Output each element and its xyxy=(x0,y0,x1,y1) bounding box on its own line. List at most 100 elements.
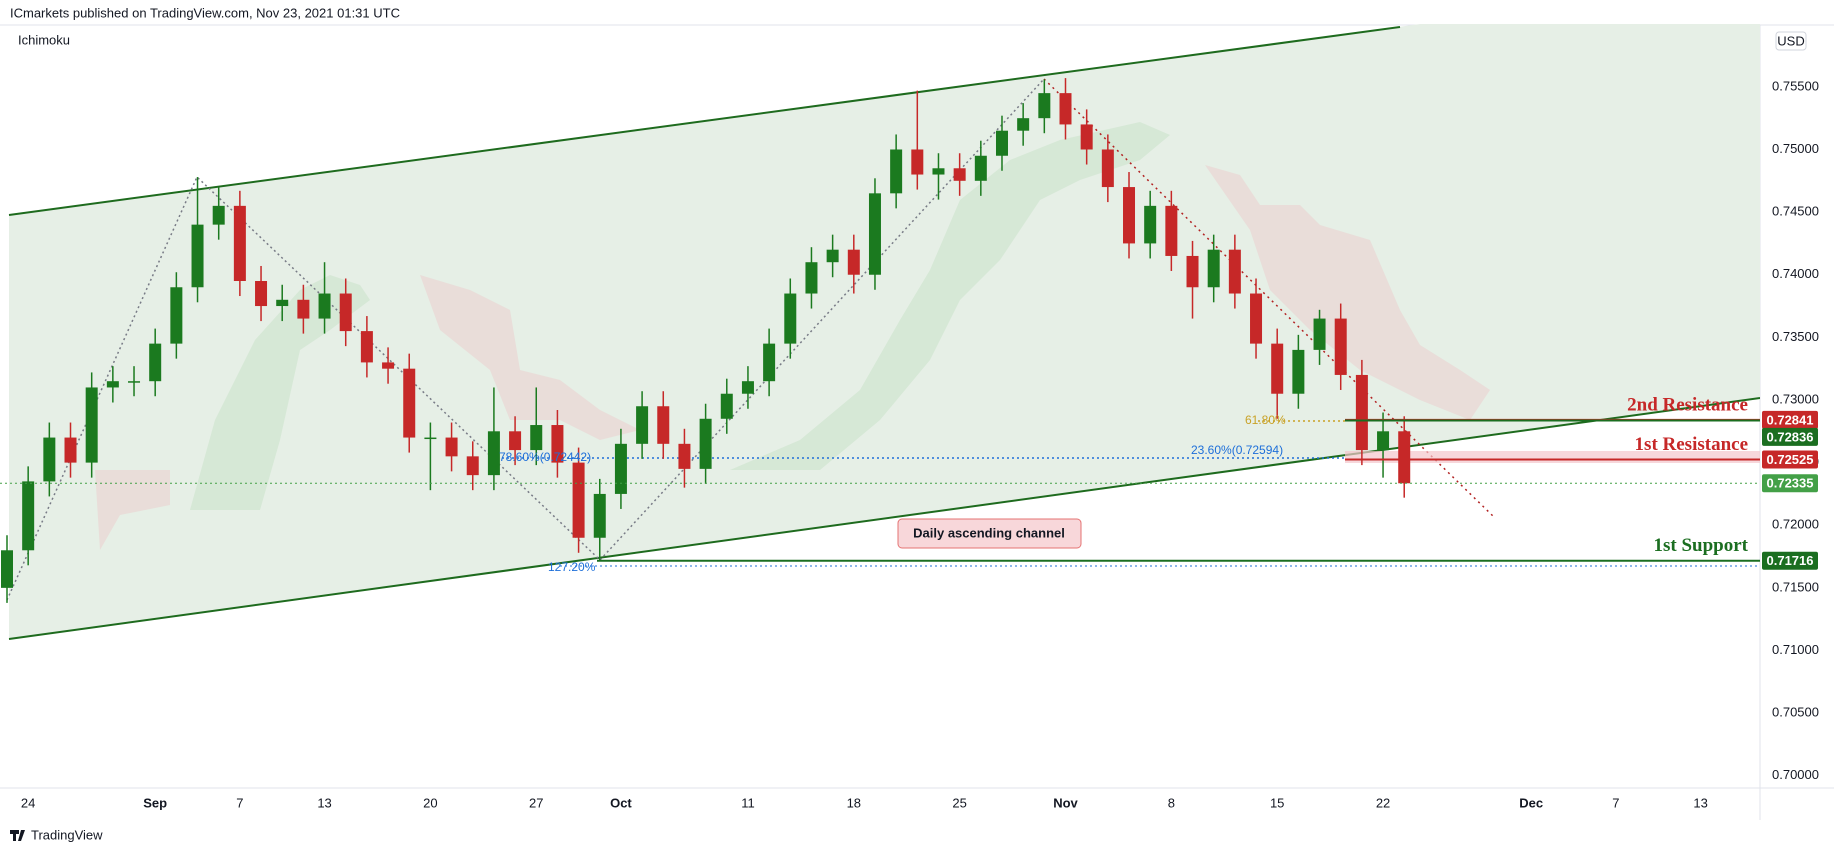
currency: USD xyxy=(1777,33,1804,48)
candle-body xyxy=(593,493,606,538)
candle-body xyxy=(657,406,670,444)
candle-body xyxy=(128,381,141,383)
price-label-box xyxy=(1762,551,1818,570)
candle-body xyxy=(233,205,246,281)
candle-body xyxy=(149,343,162,382)
candle-body xyxy=(1250,293,1263,344)
candle-body xyxy=(1123,187,1136,244)
candle-body xyxy=(276,299,289,307)
swing-line xyxy=(6,78,1045,601)
candle-body xyxy=(847,249,860,275)
x-tick-label: 7 xyxy=(1612,795,1619,810)
y-tick-label: 0.70500 xyxy=(1772,705,1819,720)
candle-body xyxy=(466,456,479,476)
y-tick-label: 0.71000 xyxy=(1772,642,1819,657)
candle-body xyxy=(1313,318,1326,350)
y-tick-label: 0.70000 xyxy=(1772,767,1819,782)
candle-body xyxy=(297,299,310,319)
x-tick-label: 13 xyxy=(317,795,331,810)
candle-body xyxy=(22,481,35,551)
candle-body xyxy=(403,368,416,438)
candle-body xyxy=(763,343,776,382)
price-label: 0.72836 xyxy=(1767,429,1814,444)
candle-body xyxy=(1292,349,1305,394)
candle-body xyxy=(360,331,373,363)
channel-fill xyxy=(9,24,1760,639)
candle-body xyxy=(1080,124,1093,150)
x-tick-label: 7 xyxy=(236,795,243,810)
publisher: ICmarkets published on TradingView.com, … xyxy=(10,5,400,20)
y-tick-label: 0.71500 xyxy=(1772,579,1819,594)
candle-body xyxy=(1101,149,1114,188)
y-tick-label: 0.75000 xyxy=(1772,141,1819,156)
candle-body xyxy=(1271,343,1284,394)
y-tick-label: 0.75500 xyxy=(1772,78,1819,93)
marks xyxy=(1,78,1411,603)
candle-body xyxy=(382,362,395,369)
price-label: 0.72525 xyxy=(1767,452,1814,467)
candle-body xyxy=(614,443,627,494)
price-label: 0.72335 xyxy=(1767,476,1814,491)
candle-body xyxy=(85,387,98,463)
candle-body xyxy=(43,437,56,482)
price-label: 0.72841 xyxy=(1767,412,1814,427)
candle-body xyxy=(424,437,437,440)
cloud xyxy=(1205,165,1490,420)
brand: TradingView xyxy=(31,827,103,842)
price-label-box xyxy=(1762,427,1818,446)
x-tick-label: 24 xyxy=(21,795,35,810)
price-label-box xyxy=(1762,450,1818,469)
candle-body xyxy=(1355,374,1368,451)
x-tick-label: 20 xyxy=(423,795,437,810)
candle-body xyxy=(64,437,77,463)
currency-box xyxy=(1775,31,1807,51)
y-tick-label: 0.72000 xyxy=(1772,517,1819,532)
logo: TradingView xyxy=(10,827,103,842)
candle-body xyxy=(1,550,13,588)
candle-body xyxy=(741,381,754,394)
candle-body xyxy=(191,224,204,288)
x-tick-label: 13 xyxy=(1693,795,1707,810)
candle-body xyxy=(699,418,712,469)
callout-box xyxy=(897,518,1082,549)
candle-body xyxy=(1398,431,1411,484)
x-tick-label: 18 xyxy=(847,795,861,810)
candle-body xyxy=(678,443,691,469)
x-tick-label: Oct xyxy=(610,795,632,810)
candle-body xyxy=(170,287,183,344)
x-tick-label: 27 xyxy=(529,795,543,810)
callout: Daily ascending channel xyxy=(913,525,1065,540)
candle-body xyxy=(572,462,585,538)
fib-label: 78.60%(0.72442) xyxy=(499,450,591,464)
candle-body xyxy=(995,130,1008,156)
candle-body xyxy=(1059,93,1072,125)
cloud xyxy=(95,470,170,550)
drawings xyxy=(6,24,1760,640)
candle-body xyxy=(255,281,268,307)
logo-mark xyxy=(10,830,25,841)
candle-body xyxy=(1038,93,1051,119)
candle-body xyxy=(1207,249,1220,288)
fib-label: 61.80% xyxy=(1245,413,1286,427)
x-tick-label: 15 xyxy=(1270,795,1284,810)
candle-body xyxy=(339,293,352,332)
x-tick-label: 8 xyxy=(1168,795,1175,810)
candle-body xyxy=(106,381,119,388)
fib-label: 23.60%(0.72594) xyxy=(1191,443,1283,457)
cloud xyxy=(190,275,370,510)
candle-body xyxy=(953,168,966,181)
x-tick-label: 11 xyxy=(741,795,755,810)
candle-body xyxy=(1228,249,1241,294)
candle-body xyxy=(911,149,924,175)
candle-body xyxy=(720,393,733,419)
candle-body xyxy=(551,425,564,463)
cloud xyxy=(730,122,1170,470)
level-name: 2nd Resistance xyxy=(1627,394,1748,415)
candle-body xyxy=(805,262,818,294)
candle-body xyxy=(1186,255,1199,288)
x-tick-label: Dec xyxy=(1519,795,1543,810)
y-tick-label: 0.74500 xyxy=(1772,204,1819,219)
candle-body xyxy=(318,293,331,319)
